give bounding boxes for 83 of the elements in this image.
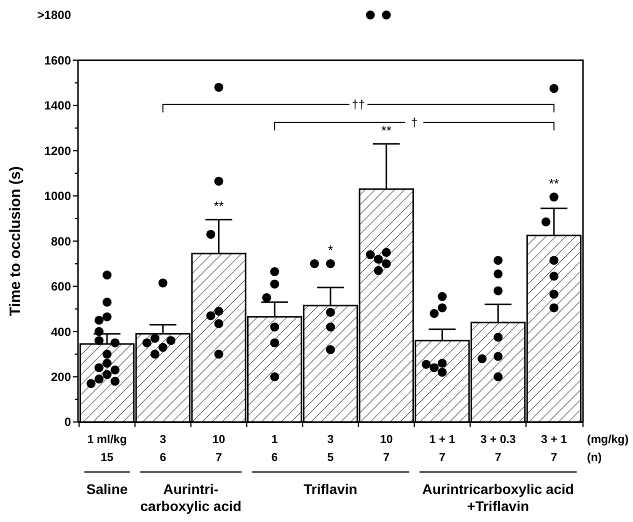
point xyxy=(270,338,280,348)
point xyxy=(494,256,503,265)
point xyxy=(494,269,503,278)
text: 5 xyxy=(327,452,334,464)
x-tick-label: 10 xyxy=(380,434,393,446)
text: 15 xyxy=(100,452,114,464)
point xyxy=(494,372,503,382)
x-tick-label: 1 ml/kg xyxy=(87,434,127,446)
point xyxy=(326,259,335,268)
point xyxy=(214,350,224,359)
point xyxy=(270,372,280,382)
text: Saline xyxy=(86,481,128,497)
text: 7 xyxy=(494,452,502,464)
point xyxy=(326,345,335,354)
annotation: ** xyxy=(381,122,392,138)
point xyxy=(270,280,280,289)
point xyxy=(494,332,503,342)
point xyxy=(494,352,503,361)
point xyxy=(382,248,391,257)
y-tick-label: 1000 xyxy=(44,189,72,204)
text: 6 xyxy=(160,452,166,464)
point xyxy=(214,176,224,186)
point xyxy=(102,350,112,359)
point xyxy=(214,319,224,328)
point xyxy=(549,256,558,265)
point xyxy=(102,370,112,380)
point xyxy=(382,259,391,268)
point xyxy=(102,270,112,280)
annotation: †† xyxy=(352,98,366,112)
text: Aurintri- carboxylic acid xyxy=(140,481,242,514)
point xyxy=(382,10,391,20)
point xyxy=(438,303,447,312)
y-tick-label: 1600 xyxy=(44,53,72,68)
text: (mg/kg) xyxy=(587,434,629,446)
text: Aurintricarboxylic acid +Triflavin xyxy=(422,481,574,514)
point xyxy=(158,342,168,352)
x-tick-label: 1 + 1 xyxy=(429,434,456,446)
x-tick-label: 3 + 1 xyxy=(541,434,568,446)
annotation: * xyxy=(328,242,334,258)
point xyxy=(326,322,335,332)
point xyxy=(270,267,280,276)
text: 7 xyxy=(383,452,390,464)
y-tick-label: 800 xyxy=(50,234,72,248)
point xyxy=(102,298,112,307)
text: (n) xyxy=(587,452,602,464)
y-tick-label: 400 xyxy=(50,324,72,339)
point xyxy=(549,303,558,312)
x-tick-label: 3 xyxy=(160,434,166,446)
point xyxy=(214,306,224,316)
x-tick-label: 3 + 0.3 xyxy=(480,434,516,446)
text: 7 xyxy=(550,452,558,464)
text: Triflavin xyxy=(304,481,358,497)
y-tick-label: 200 xyxy=(50,370,72,384)
point xyxy=(270,322,280,332)
y-tick-label: 600 xyxy=(50,280,72,294)
point xyxy=(214,82,224,92)
point xyxy=(102,358,112,368)
annotation: † xyxy=(410,116,418,130)
point xyxy=(549,290,558,299)
text: 7 xyxy=(439,452,446,464)
point xyxy=(549,272,558,281)
y-tick-label: >1800 xyxy=(37,8,72,22)
x-tick-label: 10 xyxy=(212,434,226,446)
text: 6 xyxy=(271,452,278,464)
point xyxy=(494,286,503,296)
y-tick-label: 1400 xyxy=(44,98,72,113)
y-axis-title: Time to occlusion (s) xyxy=(7,166,24,316)
annotation: ** xyxy=(214,198,224,214)
point xyxy=(102,312,112,322)
point xyxy=(549,84,558,93)
y-tick-label: 1200 xyxy=(44,144,72,158)
x-tick-label: 3 xyxy=(327,434,334,446)
point xyxy=(549,192,558,202)
significance-bracket: †† xyxy=(162,98,554,113)
y-tick-label: 0 xyxy=(64,415,72,430)
text: 7 xyxy=(216,452,222,464)
annotation: ** xyxy=(548,176,560,192)
point xyxy=(438,368,447,377)
point xyxy=(438,292,447,302)
point xyxy=(438,358,447,368)
point xyxy=(158,278,168,288)
x-tick-label: 1 xyxy=(271,434,278,446)
point xyxy=(326,308,335,317)
